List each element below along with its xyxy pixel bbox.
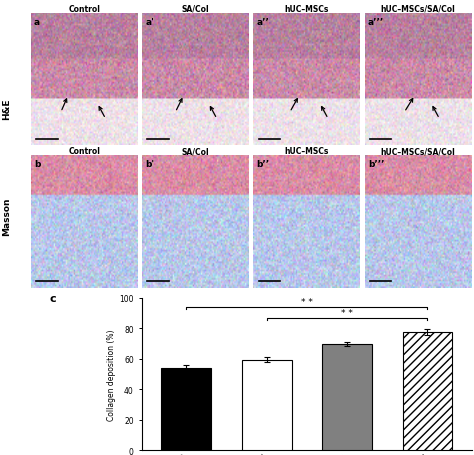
Bar — [322, 344, 372, 450]
Text: b’’: b’’ — [256, 160, 270, 169]
Text: * *: * * — [301, 298, 313, 307]
Text: b: b — [34, 160, 40, 169]
Title: SA/Col: SA/Col — [182, 147, 210, 156]
Text: a: a — [34, 18, 40, 26]
Y-axis label: Collagen deposition (%): Collagen deposition (%) — [108, 329, 117, 420]
Title: hUC–MSCs/SA/Col: hUC–MSCs/SA/Col — [381, 5, 456, 14]
Text: H&E: H&E — [2, 98, 11, 120]
Title: hUC–MSCs: hUC–MSCs — [285, 147, 329, 156]
Bar — [242, 360, 292, 450]
Title: SA/Col: SA/Col — [182, 5, 210, 14]
Text: b': b' — [146, 160, 155, 169]
Bar — [402, 332, 452, 450]
Text: Masson: Masson — [2, 197, 11, 235]
Title: Control: Control — [68, 5, 100, 14]
Title: Control: Control — [68, 147, 100, 156]
Text: * *: * * — [341, 308, 353, 318]
Title: hUC–MSCs/SA/Col: hUC–MSCs/SA/Col — [381, 147, 456, 156]
Title: hUC–MSCs: hUC–MSCs — [285, 5, 329, 14]
Text: a’’’: a’’’ — [368, 18, 384, 26]
Text: b’’’: b’’’ — [368, 160, 384, 169]
Text: c: c — [50, 293, 56, 303]
Text: a’’: a’’ — [256, 18, 269, 26]
Bar — [161, 368, 211, 450]
Text: a': a' — [146, 18, 154, 26]
